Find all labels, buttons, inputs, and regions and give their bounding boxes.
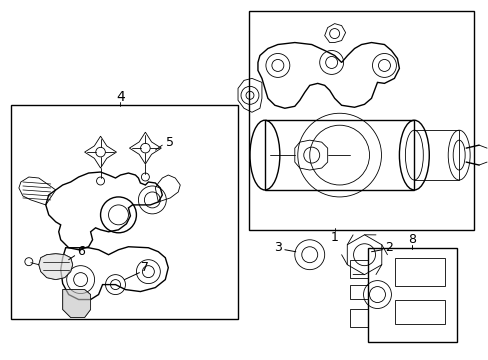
- Bar: [349, 285, 367, 298]
- Bar: [413, 130, 458, 180]
- Text: 5: 5: [166, 136, 174, 149]
- Text: 7: 7: [141, 261, 149, 274]
- Text: 4: 4: [116, 90, 124, 104]
- Bar: [349, 260, 367, 278]
- Text: 1: 1: [330, 231, 338, 244]
- Bar: [264, 120, 413, 190]
- Text: 3: 3: [273, 241, 281, 254]
- Bar: [248, 11, 473, 230]
- Bar: [11, 105, 238, 319]
- Bar: [349, 310, 367, 328]
- Bar: [395, 258, 444, 285]
- Polygon shape: [39, 254, 73, 280]
- Bar: [395, 300, 444, 324]
- Text: 2: 2: [385, 241, 392, 254]
- Text: 8: 8: [407, 233, 415, 246]
- Text: 6: 6: [77, 245, 84, 258]
- Bar: [367, 248, 456, 342]
- Polygon shape: [62, 289, 90, 318]
